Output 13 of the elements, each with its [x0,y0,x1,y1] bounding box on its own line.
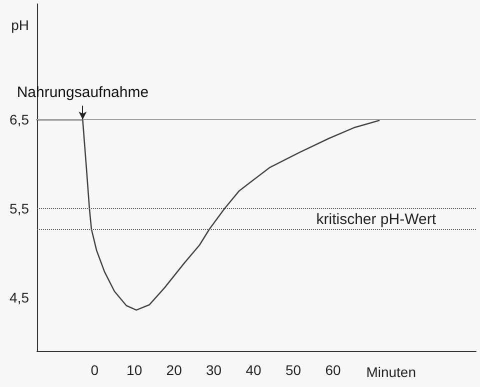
x-tick-label: 50 [285,362,302,378]
x-tick-label: 30 [206,362,222,378]
x-tick-label: 60 [325,362,341,378]
x-tick-label: 20 [166,362,182,378]
y-tick-label: 4,5 [10,290,30,306]
ref-line-label: kritischer pH-Wert [316,211,437,228]
y-tick-label: 5,5 [10,200,30,217]
x-tick-label: 10 [126,362,142,378]
y-axis-title: pH [11,17,29,33]
x-axis-title: Minuten [366,364,416,380]
y-tick-label: 6,5 [10,112,30,128]
x-tick-label: 0 [90,362,99,378]
x-tick-label: 40 [246,362,262,378]
